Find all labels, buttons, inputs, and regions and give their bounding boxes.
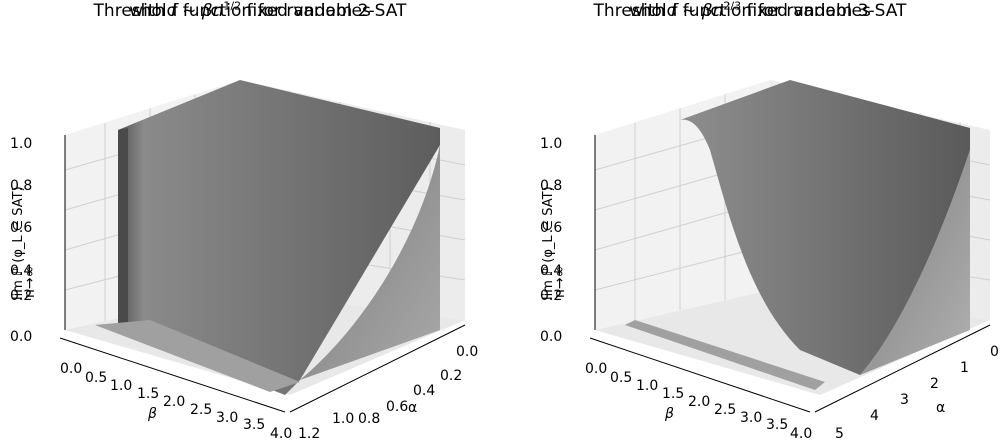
svg-text:0.0: 0.0	[10, 329, 32, 345]
svg-text:0.0: 0.0	[456, 344, 478, 360]
svg-text:5: 5	[835, 426, 844, 442]
svg-text:4.0: 4.0	[790, 426, 812, 442]
x-axis-label: β	[147, 406, 157, 422]
y-axis-line	[814, 324, 991, 413]
svg-text:3.0: 3.0	[740, 410, 762, 426]
plot-3d-left: 1.0 0.8 0.6 0.4 0.2 0.0 0.0 0.5 1.0 1.5 …	[10, 80, 478, 442]
svg-text:0.2: 0.2	[440, 368, 462, 384]
svg-text:3.5: 3.5	[243, 417, 265, 433]
svg-text:0: 0	[990, 344, 999, 360]
x-axis-line	[59, 337, 286, 413]
svg-text:1.0: 1.0	[332, 411, 354, 427]
chart-title-line1: Threshold function for random 2-SAT	[93, 1, 407, 21]
x-tick-labels: 0.0 0.5 1.0 1.5 2.0 2.5 3.0 3.5 4.0	[60, 361, 292, 442]
svg-text:n→∞: n→∞	[552, 266, 568, 298]
y-axis-label: α	[936, 400, 945, 416]
surface-main	[680, 80, 970, 375]
svg-text:0.4: 0.4	[10, 263, 32, 279]
y-tick-labels: 0.0 0.2 0.4 0.6 0.8 1.0 1.2	[298, 344, 478, 442]
svg-text:2.5: 2.5	[190, 402, 212, 418]
surface-floor-strip	[625, 320, 825, 390]
svg-text:1.0: 1.0	[540, 136, 562, 152]
svg-text:1.0: 1.0	[110, 378, 132, 394]
x-axis-label: β	[664, 406, 674, 422]
svg-text:0.4: 0.4	[413, 383, 435, 399]
svg-text:3.0: 3.0	[216, 410, 238, 426]
svg-text:1: 1	[960, 360, 969, 376]
svg-text:0.6: 0.6	[540, 220, 562, 236]
svg-text:1.0: 1.0	[10, 136, 32, 152]
z-axis-label: lim ℙ (φ_L ∈ SAT) n→∞	[11, 186, 38, 300]
svg-text:0.5: 0.5	[610, 370, 632, 386]
svg-text:2.0: 2.0	[688, 394, 710, 410]
svg-text:0.2: 0.2	[540, 288, 562, 304]
chart-3sat: Threshold function for random 3-SAT with…	[500, 0, 1000, 442]
svg-text:0.2: 0.2	[10, 288, 32, 304]
z-axis-label: lim ℙ (φ_L ∈ SAT) n→∞	[541, 186, 568, 300]
z-tick-labels: 1.0 0.8 0.6 0.4 0.2 0.0	[540, 136, 562, 345]
svg-text:1.0: 1.0	[636, 378, 658, 394]
svg-text:4: 4	[870, 408, 879, 424]
chart-2sat: Threshold function for random 2-SAT with…	[10, 0, 478, 442]
svg-text:0.6: 0.6	[10, 220, 32, 236]
svg-text:3: 3	[900, 392, 909, 408]
surface-curve	[860, 150, 970, 375]
chart-title-line2: with f ~ βn2/3 fixed variables	[629, 0, 871, 21]
surface-main	[118, 80, 440, 395]
svg-text:n→∞: n→∞	[22, 266, 38, 298]
y-tick-labels: 0 1 2 3 4 5	[835, 344, 999, 442]
svg-text:0.8: 0.8	[10, 178, 32, 194]
svg-text:0.0: 0.0	[585, 361, 607, 377]
svg-text:lim ℙ (φ_L ∈ SAT): lim ℙ (φ_L ∈ SAT)	[541, 186, 556, 300]
surface-curve	[300, 145, 440, 380]
svg-text:0.0: 0.0	[540, 329, 562, 345]
svg-text:2: 2	[930, 376, 939, 392]
svg-text:1.5: 1.5	[662, 386, 684, 402]
svg-text:1.2: 1.2	[298, 426, 320, 442]
svg-text:0.0: 0.0	[60, 361, 82, 377]
svg-text:1.5: 1.5	[137, 386, 159, 402]
y-axis-label: α	[408, 400, 417, 416]
svg-text:lim ℙ (φ_L ∈ SAT): lim ℙ (φ_L ∈ SAT)	[11, 186, 26, 300]
chart-title-line2: with f ~ βn1/2 fixed variables	[129, 0, 371, 21]
x-axis-line	[589, 337, 811, 413]
svg-text:0.4: 0.4	[540, 263, 562, 279]
svg-text:3.5: 3.5	[766, 417, 788, 433]
plot-3d-right: 1.0 0.8 0.6 0.4 0.2 0.0 0.0 0.5 1.0 1.5 …	[540, 80, 999, 442]
z-tick-labels: 1.0 0.8 0.6 0.4 0.2 0.0	[10, 136, 32, 345]
svg-text:0.6: 0.6	[386, 399, 408, 415]
svg-text:0.5: 0.5	[85, 370, 107, 386]
svg-text:0.8: 0.8	[540, 178, 562, 194]
svg-text:2.5: 2.5	[714, 402, 736, 418]
surface-floor-strip	[95, 320, 300, 392]
chart-title-line1: Threshold function for random 3-SAT	[593, 1, 907, 21]
svg-text:0.8: 0.8	[358, 411, 380, 427]
svg-text:2.0: 2.0	[163, 394, 185, 410]
y-axis-line	[289, 324, 466, 413]
x-tick-labels: 0.0 0.5 1.0 1.5 2.0 2.5 3.0 3.5 4.0	[585, 361, 812, 442]
svg-text:4.0: 4.0	[270, 426, 292, 442]
surface-edge	[118, 128, 128, 330]
